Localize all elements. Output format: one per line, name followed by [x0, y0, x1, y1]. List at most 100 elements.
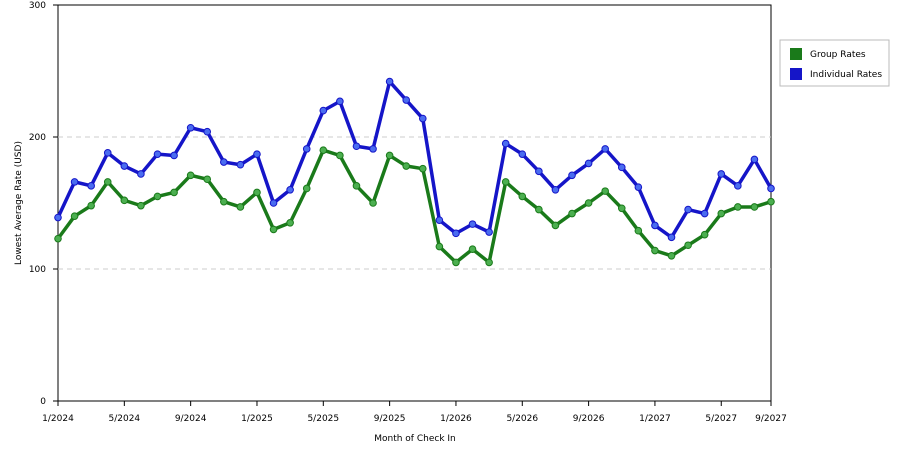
point: [269, 225, 278, 234]
x-tick-label: 1/2026: [440, 414, 472, 424]
x-tick-label: 1/2027: [639, 414, 671, 424]
point: [717, 170, 726, 178]
point: [617, 163, 626, 172]
point: [369, 199, 377, 207]
y-tick-label: 0: [40, 397, 46, 407]
point: [435, 216, 444, 224]
point: [535, 167, 543, 176]
y-tick-label: 100: [29, 265, 46, 275]
point: [601, 187, 609, 195]
point: [87, 201, 95, 210]
point: [203, 127, 212, 136]
point: [336, 151, 344, 160]
point: [137, 170, 145, 178]
point: [634, 183, 643, 191]
point: [153, 192, 162, 201]
point: [54, 213, 62, 222]
x-tick-label: 9/2026: [573, 414, 605, 424]
point: [584, 159, 593, 168]
point: [568, 209, 576, 218]
x-tick-label: 5/2025: [307, 414, 339, 424]
point: [750, 155, 759, 164]
point: [501, 178, 510, 186]
y-tick-label: 300: [29, 1, 46, 11]
point: [385, 151, 394, 160]
point: [302, 184, 311, 193]
point: [153, 150, 162, 158]
point: [70, 178, 79, 186]
point: [667, 233, 676, 242]
point: [767, 184, 775, 193]
point: [385, 77, 394, 86]
point: [103, 149, 112, 157]
point: [70, 212, 79, 220]
point: [236, 203, 245, 211]
point: [468, 220, 477, 228]
point: [501, 139, 510, 148]
point: [418, 164, 427, 173]
point: [518, 150, 527, 158]
point: [617, 204, 626, 213]
point: [700, 230, 709, 239]
point: [369, 145, 377, 153]
legend-label: Individual Rates: [810, 70, 882, 80]
legend-swatch: [790, 68, 802, 80]
point: [253, 150, 261, 158]
point: [319, 146, 328, 154]
point: [203, 175, 212, 184]
x-tick-label: 5/2024: [108, 414, 140, 424]
x-tick-label: 1/2025: [241, 414, 273, 424]
y-tick-label: 200: [29, 133, 46, 143]
point: [402, 162, 411, 170]
point: [651, 221, 659, 230]
point: [352, 142, 361, 151]
point: [684, 241, 692, 250]
point: [120, 162, 129, 170]
point: [568, 171, 576, 180]
point: [584, 199, 593, 207]
point: [601, 145, 609, 153]
point: [750, 203, 759, 211]
x-tick-label: 9/2027: [755, 414, 787, 424]
point: [700, 209, 709, 218]
point: [634, 226, 643, 235]
series-line: [56, 79, 773, 240]
point: [684, 205, 692, 214]
point: [767, 197, 775, 206]
x-axis-label: Month of Check In: [374, 434, 456, 444]
point: [518, 192, 527, 201]
point: [485, 228, 493, 236]
point: [302, 145, 311, 153]
point: [170, 151, 178, 160]
point: [452, 258, 460, 267]
point: [734, 203, 742, 211]
point: [717, 209, 726, 218]
legend-label: Group Rates: [810, 50, 866, 60]
point: [137, 201, 145, 210]
point: [286, 219, 294, 227]
point: [87, 182, 95, 190]
point: [651, 246, 659, 255]
point: [418, 114, 427, 123]
point: [286, 186, 294, 194]
point: [485, 258, 493, 267]
point: [667, 252, 676, 260]
point: [186, 123, 195, 132]
point: [468, 245, 477, 253]
point: [120, 196, 129, 205]
point: [402, 96, 411, 104]
x-tick-label: 5/2026: [506, 414, 538, 424]
point: [336, 97, 344, 106]
point: [220, 158, 228, 166]
point: [551, 186, 560, 194]
legend-swatch: [790, 48, 802, 60]
point: [452, 229, 460, 238]
x-tick-label: 9/2025: [374, 414, 406, 424]
x-tick-label: 5/2027: [705, 414, 737, 424]
point: [220, 197, 228, 206]
point: [535, 205, 543, 214]
point: [319, 106, 328, 115]
point: [54, 234, 62, 243]
point: [269, 199, 278, 207]
